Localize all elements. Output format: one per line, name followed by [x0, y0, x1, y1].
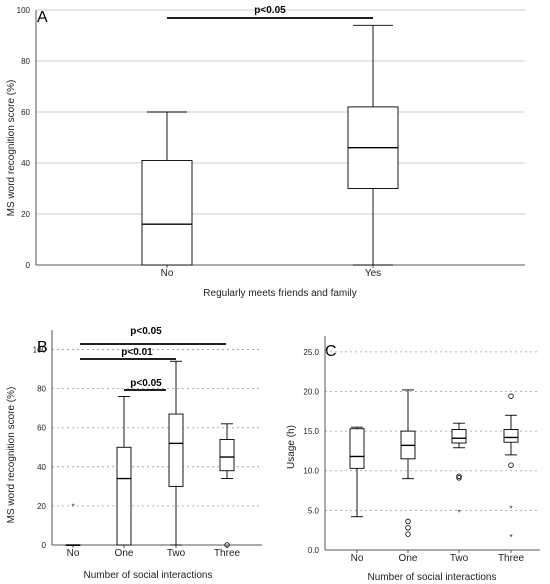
- panel-c-extreme-point: *: [509, 504, 512, 513]
- panel-c-outlier-point: [508, 462, 514, 468]
- panel-b-x-tick-label: No: [67, 548, 80, 559]
- panel-b: B MS word recognition score (%) Number o…: [6, 326, 262, 581]
- panel-b-significance-label: p<0.05: [130, 326, 162, 337]
- panel-c-x-tick-label: Two: [450, 553, 469, 564]
- panel-b-x-tick-label: One: [115, 548, 134, 559]
- panel-c-y-tick-label: 15.0: [303, 427, 319, 436]
- panel-b-box: [219, 439, 235, 472]
- panel-a-significance-label: p<0.05: [254, 5, 286, 16]
- panel-b-x-tick-label: Three: [214, 548, 241, 559]
- panel-a-y-tick-label: 0: [26, 261, 31, 270]
- panel-b-y-tick-label: 20: [37, 502, 46, 511]
- panel-c-outlier-point: [456, 473, 462, 479]
- panel-a-y-tick-label: 100: [17, 6, 31, 15]
- panel-c-outlier-point: [508, 393, 514, 399]
- panel-a-y-tick-label: 20: [21, 210, 30, 219]
- panel-b-y-axis-title: MS word recognition score (%): [6, 387, 17, 524]
- panel-c-outlier-point: [456, 475, 462, 481]
- panel-b-significance-label: p<0.01: [121, 347, 153, 358]
- panel-b-box: [168, 413, 184, 487]
- panel-c-box: [349, 428, 365, 469]
- panel-a-y-tick-label: 80: [21, 57, 30, 66]
- panel-b-y-tick-label: 100: [33, 346, 47, 355]
- panel-a-box: [141, 159, 193, 266]
- panel-c-extreme-point: *: [509, 533, 512, 542]
- panel-c-box: [451, 429, 467, 444]
- panel-c-outlier-point: [405, 531, 411, 537]
- panel-a-x-axis-title: Regularly meets friends and family: [203, 288, 356, 299]
- panel-c-box: [503, 429, 519, 443]
- panel-c-x-tick-label: No: [351, 553, 364, 564]
- panel-b-extreme-point: *: [71, 502, 74, 511]
- panel-a-y-tick-label: 60: [21, 108, 30, 117]
- panel-b-x-tick-label: Two: [167, 548, 186, 559]
- panel-c-x-tick-label: Three: [498, 553, 525, 564]
- panel-a-letter: A: [37, 9, 48, 26]
- panel-c-y-tick-label: 10.0: [303, 467, 319, 476]
- panel-c-extreme-point: *: [457, 508, 460, 517]
- panel-b-y-tick-label: 40: [37, 463, 46, 472]
- panel-c-x-axis-title: Number of social interactions: [368, 572, 497, 583]
- panel-c-outlier-point: [405, 518, 411, 525]
- panel-c-y-tick-label: 0.0: [308, 546, 320, 555]
- panel-c-y-tick-label: 20.0: [303, 387, 319, 396]
- panel-b-significance-label: p<0.05: [130, 378, 162, 389]
- panel-a-x-tick-label: Yes: [365, 268, 381, 279]
- panel-a-x-tick-label: No: [161, 268, 174, 279]
- panel-b-x-axis-title: Number of social interactions: [84, 570, 213, 581]
- panel-b-letter: B: [37, 339, 48, 356]
- panel-a-y-axis-title: MS word recognition score (%): [6, 80, 17, 217]
- panel-a-y-tick-label: 40: [21, 159, 30, 168]
- panel-b-y-tick-label: 0: [42, 541, 47, 550]
- panel-a: A MS word recognition score (%) Regularl…: [6, 5, 525, 299]
- panel-b-y-tick-label: 60: [37, 424, 46, 433]
- panel-b-outlier-point: [224, 542, 230, 548]
- panel-c-y-axis-title: Usage (h): [286, 425, 297, 469]
- panel-c: C Usage (h) Number of social interaction…: [286, 336, 540, 583]
- panel-c-y-tick-label: 5.0: [308, 506, 320, 515]
- panel-c-outlier-point: [405, 525, 411, 531]
- panel-c-x-tick-label: One: [399, 553, 418, 564]
- panel-b-box: [116, 446, 132, 546]
- panel-c-y-tick-label: 25.0: [303, 348, 319, 357]
- panel-b-y-tick-label: 80: [37, 385, 46, 394]
